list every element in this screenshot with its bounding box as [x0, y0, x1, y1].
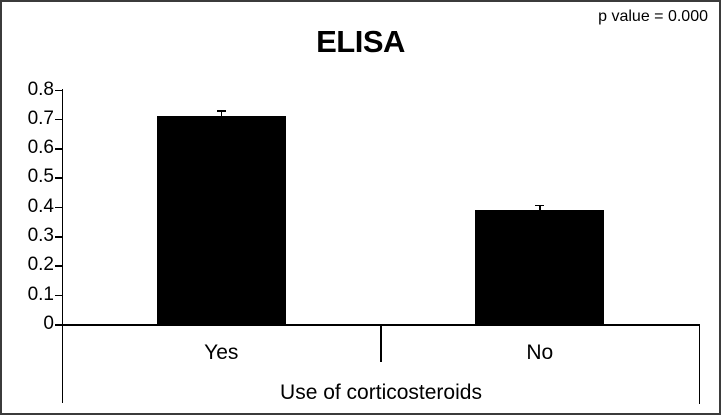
y-tick-label-0.7: 0.7 — [27, 107, 54, 129]
y-tick-mark — [55, 118, 62, 121]
y-tick-label-0: 0 — [43, 313, 54, 334]
p-value-annotation: p value = 0.000 — [598, 8, 708, 25]
category-boundary-right-line — [698, 324, 700, 404]
y-tick-label-0.2: 0.2 — [27, 254, 54, 276]
y-tick-label-0.3: 0.3 — [27, 225, 54, 247]
error-bar-whisker-no — [539, 204, 541, 214]
y-tick-label-0.5: 0.5 — [27, 166, 54, 188]
error-bar-cap-no — [535, 204, 545, 207]
bar-no — [475, 209, 605, 324]
category-label-yes: Yes — [204, 341, 239, 364]
chart-title: ELISA — [316, 24, 405, 59]
y-tick-label-0.6: 0.6 — [27, 137, 54, 159]
bar-yes — [156, 115, 286, 324]
y-tick-label-0.4: 0.4 — [27, 195, 54, 217]
category-divider-line — [380, 324, 382, 362]
y-tick-mark — [55, 236, 62, 238]
error-bar-whisker-yes — [220, 110, 222, 120]
y-axis-line — [61, 89, 63, 403]
error-bar-cap-yes — [216, 110, 226, 112]
y-tick-mark — [55, 148, 62, 150]
y-tick-mark — [55, 89, 62, 91]
y-tick-mark — [55, 294, 62, 297]
y-tick-mark — [55, 324, 62, 326]
y-tick-mark — [55, 265, 62, 267]
y-tick-label-0.1: 0.1 — [27, 283, 54, 305]
x-axis-title: Use of corticosteroids — [280, 381, 482, 404]
y-tick-mark — [55, 177, 62, 179]
category-label-no: No — [526, 341, 554, 364]
y-tick-label-0.8: 0.8 — [27, 78, 54, 100]
y-tick-mark — [55, 206, 62, 209]
